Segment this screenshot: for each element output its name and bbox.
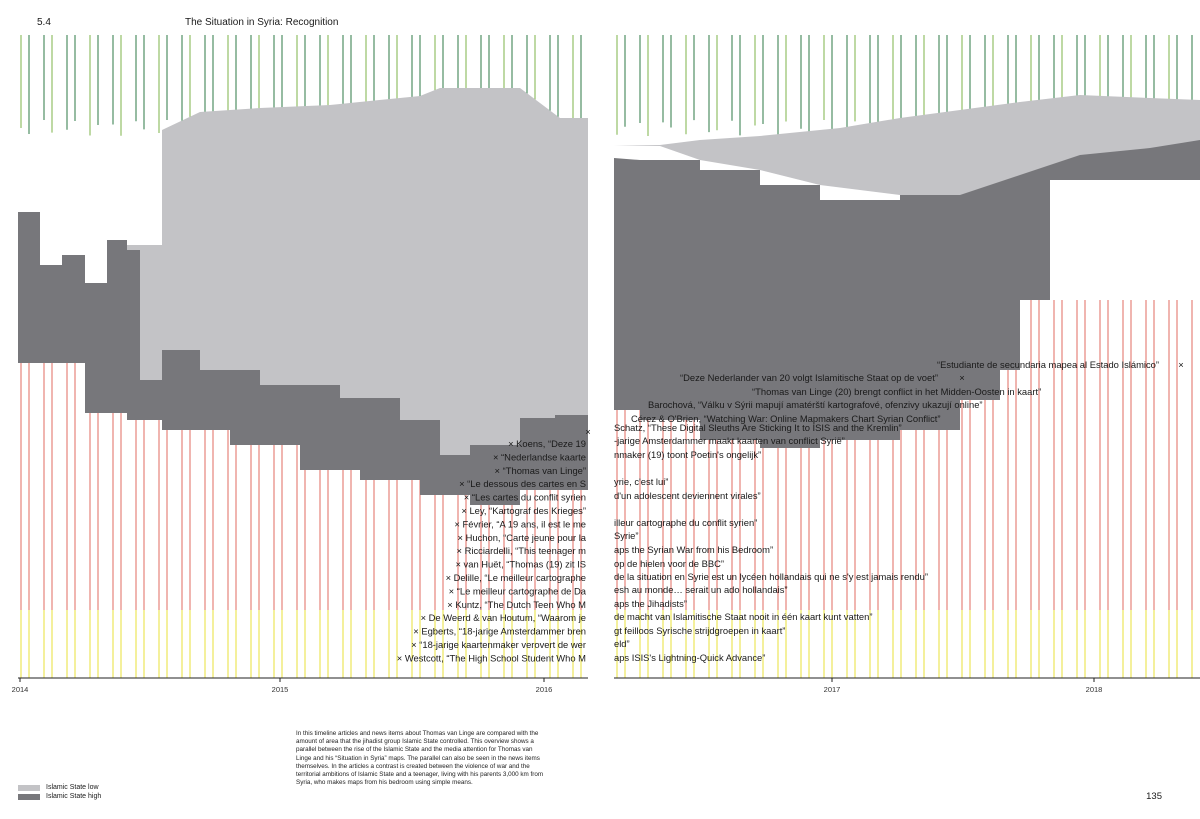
annotation-left: × “Le dessous des cartes en S	[459, 478, 586, 489]
annotation-right: Syrie”	[614, 530, 638, 541]
is-high-area-right	[614, 140, 1200, 448]
annotation-right: nmaker (19) toont Poetin's ongelijk”	[614, 449, 761, 460]
is-high-area-left	[18, 212, 588, 505]
annotation-marker: ×	[959, 372, 964, 383]
annotation-left: × Ricciardelli, “This teenager m	[457, 545, 587, 556]
legend-swatch-high	[18, 793, 40, 800]
annotation-right: yrie, c'est lui”	[614, 476, 668, 487]
time-axis-label: 2015	[272, 685, 289, 694]
annotation-left: × “18-jarige kaartenmaker verovert de we…	[411, 639, 586, 650]
annotation-left: × Huchon, “Carte jeune pour la	[458, 532, 587, 543]
is-low-area-left	[127, 88, 588, 455]
annotation-marker: ×	[1178, 359, 1183, 370]
annotation-left: × Kuntz, “The Dutch Teen Who M	[447, 599, 586, 610]
legend-swatch-low	[18, 784, 40, 791]
annotation-left: × Westcott, “The High School Student Who…	[397, 652, 586, 663]
legend-item-high: Islamic State high	[18, 792, 101, 801]
annotation-left: × Ley, “Kartograf des Krieges”	[461, 505, 586, 516]
annotation-right: de macht van Islamitische Staat nooit in…	[614, 611, 872, 622]
time-axis-label: 2017	[824, 685, 841, 694]
time-axis: 2014 2015 2016 2017 2018	[12, 677, 1200, 694]
page-title: The Situation in Syria: Recognition	[185, 17, 339, 28]
annotation-marker: ×	[585, 426, 590, 437]
annotation-right: aps the Syrian War from his Bedroom”	[614, 544, 773, 555]
annotation-left: × “Le meilleur cartographe de Da	[449, 585, 587, 596]
legend-label-low: Islamic State low	[46, 784, 99, 791]
annotation-right: Schatz, “These Digital Sleuths Are Stick…	[614, 422, 902, 433]
annotation-left: × Delille, “Le meilleur cartographe	[446, 572, 586, 583]
annotation-left: × “Nederlandse kaarte	[493, 451, 586, 462]
annotation-right: gt feilloos Syrische strijdgroepen in ka…	[614, 625, 785, 636]
timeline-chart: 2014 2015 2016 2017 2018 × Koens, “Deze 19× …	[12, 35, 1200, 694]
annotation-right: esh au monde… serait un ado hollandais”	[614, 584, 788, 595]
annotation-right: eld”	[614, 638, 630, 649]
annotation-left: × “Thomas van Linge”	[495, 465, 586, 476]
annotation-left: × Février, “A 19 ans, il est le me	[454, 518, 586, 529]
section-number: 5.4	[37, 17, 51, 28]
annotation-right: d'un adolescent deviennent virales”	[614, 490, 761, 501]
legend: Islamic State low Islamic State high	[18, 783, 101, 801]
annotation-right: aps the Jihadists”	[614, 598, 687, 609]
annotation-upper: “Thomas van Linge (20) brengt conflict i…	[752, 386, 1041, 397]
annotation-left: × Koens, “Deze 19	[508, 438, 586, 449]
is-low-area-right	[614, 95, 1200, 195]
annotation-right: op de hielen voor de BBC”	[614, 558, 724, 569]
annotation-right: illeur cartographe du conflit syrien”	[614, 517, 757, 528]
annotation-left: × “Les cartes du conflit syrien	[464, 492, 586, 503]
time-axis-label: 2014	[12, 685, 29, 694]
annotation-left: × van Huët, “Thomas (19) zit IS	[455, 559, 586, 570]
annotation-upper: “Estudiante de secundaria mapea al Estad…	[937, 359, 1159, 370]
annotation-left: × Egberts, “18-jarige Amsterdammer bren	[413, 626, 586, 637]
annotation-upper: Cérez & O'Brien, “Watching War: Online M…	[631, 413, 941, 424]
legend-item-low: Islamic State low	[18, 783, 101, 792]
annotation-right: aps ISIS's Lightning-Quick Advance”	[614, 652, 765, 663]
annotation-left: × De Weerd & van Houtum, “Waarom je	[421, 612, 586, 623]
is-area-layers	[18, 88, 1200, 505]
annotation-right: -jarige Amsterdammer maakt kaarten van c…	[614, 435, 845, 446]
time-axis-label: 2018	[1086, 685, 1103, 694]
time-axis-label: 2016	[536, 685, 553, 694]
annotation-upper: “Deze Nederlander van 20 volgt Islamitis…	[680, 372, 938, 383]
page-number: 135	[1146, 791, 1162, 802]
annotations: × Koens, “Deze 19 × “Nederlandse kaarte × …	[397, 359, 1184, 663]
caption-text: In this timeline articles and news items…	[296, 730, 544, 787]
annotation-right: de la situation en Syrie est un lycéen h…	[614, 571, 928, 582]
legend-label-high: Islamic State high	[46, 793, 102, 800]
annotation-upper: Barochová, “Válku v Sýrii mapují amatérš…	[648, 399, 983, 410]
